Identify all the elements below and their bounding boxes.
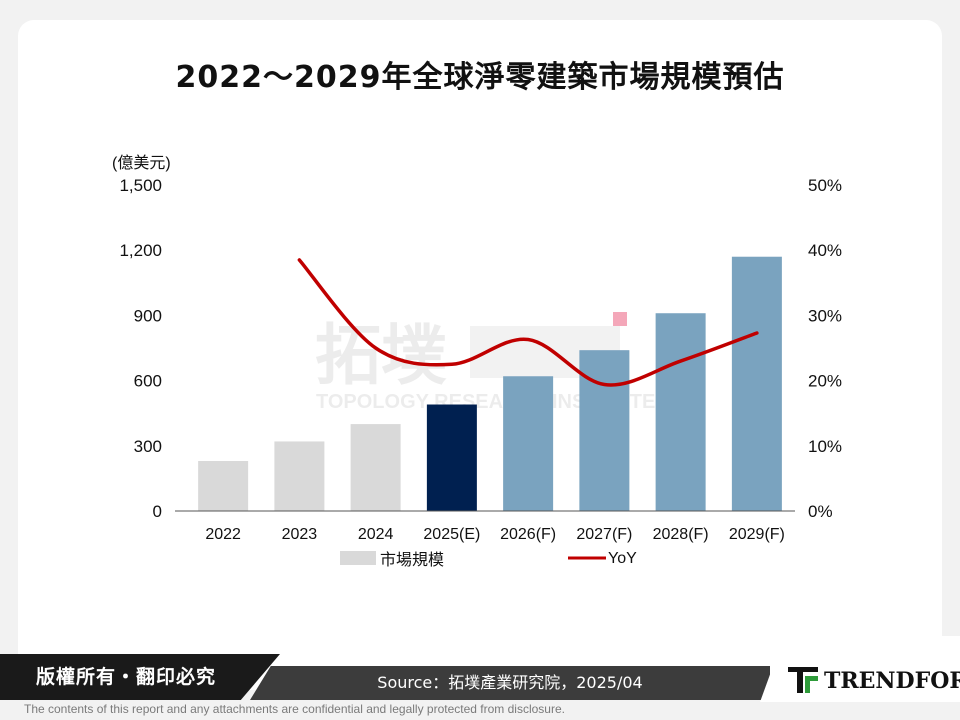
yoy-line	[297, 258, 759, 387]
bar-2025e	[426, 404, 477, 511]
x-tick-label: 2028(F)	[653, 526, 709, 543]
y-right-tick-label: 50%	[808, 176, 842, 195]
x-tick-label: 2023	[282, 526, 318, 543]
trendforce-logo-icon	[788, 667, 818, 693]
source-label: Source：拓墣產業研究院，2025/04	[250, 666, 770, 700]
x-tick-label: 2027(F)	[576, 526, 632, 543]
y-left-tick-label: 600	[134, 372, 162, 391]
watermark-brand: 拓墣	[315, 318, 447, 392]
y-right-tick-label: 30%	[808, 306, 842, 325]
y-right-tick-label: 20%	[808, 372, 842, 391]
trendforce-logo-text: TRENDFORCE	[824, 668, 960, 694]
x-tick-label: 2022	[205, 526, 241, 543]
legend-yoy-label: YoY	[608, 550, 637, 567]
watermark-accent	[613, 312, 627, 326]
y-left-tick-label: 0	[153, 502, 162, 521]
x-tick-label: 2025(E)	[423, 526, 480, 543]
y-left-unit-label: (億美元)	[112, 154, 171, 172]
y-left-tick-label: 300	[134, 437, 162, 456]
x-tick-label: 2024	[358, 526, 394, 543]
y-right-tick-label: 0%	[808, 502, 833, 521]
y-right-tick-label: 10%	[808, 437, 842, 456]
bar-2027f	[579, 350, 630, 511]
watermark-subtitle: TOPOLOGY RESEARCH INSTITUTE	[316, 391, 655, 413]
bar-2029f	[731, 256, 782, 511]
legend-market-size-label: 市場規模	[380, 551, 444, 569]
bar-2026f	[503, 376, 554, 511]
y-left-tick-label: 1,500	[119, 176, 162, 195]
y-right-tick-label: 40%	[808, 241, 842, 260]
bar-2023	[274, 441, 325, 511]
x-tick-label: 2026(F)	[500, 526, 556, 543]
copyright-label: 版權所有・翻印必究	[0, 654, 280, 700]
disclaimer: The contents of this report and any atta…	[24, 702, 565, 716]
y-left-tick-label: 1,200	[119, 241, 162, 260]
x-tick-label: 2029(F)	[729, 526, 785, 543]
y-left-tick-label: 900	[134, 306, 162, 325]
legend-market-size-swatch	[340, 551, 376, 565]
bar-2028f	[655, 313, 706, 511]
bar-2022	[198, 461, 249, 511]
chart-title: 2022～2029年全球淨零建築市場規模預估	[175, 60, 785, 95]
bar-2024	[350, 424, 401, 511]
